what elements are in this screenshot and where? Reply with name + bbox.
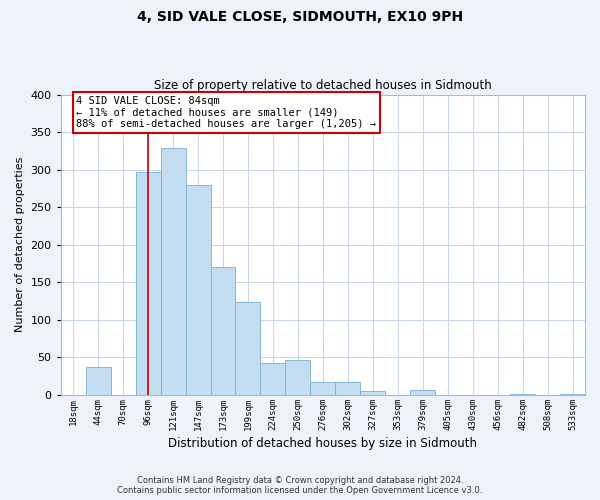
Y-axis label: Number of detached properties: Number of detached properties xyxy=(15,157,25,332)
Text: Contains HM Land Registry data © Crown copyright and database right 2024.
Contai: Contains HM Land Registry data © Crown c… xyxy=(118,476,482,495)
Bar xyxy=(560,394,585,395)
Title: Size of property relative to detached houses in Sidmouth: Size of property relative to detached ho… xyxy=(154,79,492,92)
Text: 4 SID VALE CLOSE: 84sqm
← 11% of detached houses are smaller (149)
88% of semi-d: 4 SID VALE CLOSE: 84sqm ← 11% of detache… xyxy=(76,96,376,130)
Bar xyxy=(510,394,535,395)
Bar xyxy=(235,302,260,395)
Bar xyxy=(310,382,335,395)
Bar xyxy=(335,382,361,395)
Bar xyxy=(211,268,235,395)
Bar xyxy=(410,390,435,395)
Bar xyxy=(86,367,110,395)
Bar xyxy=(361,392,385,395)
Text: 4, SID VALE CLOSE, SIDMOUTH, EX10 9PH: 4, SID VALE CLOSE, SIDMOUTH, EX10 9PH xyxy=(137,10,463,24)
Bar xyxy=(260,364,286,395)
Bar xyxy=(286,360,310,395)
X-axis label: Distribution of detached houses by size in Sidmouth: Distribution of detached houses by size … xyxy=(169,437,478,450)
Bar xyxy=(185,184,211,395)
Bar xyxy=(136,172,161,395)
Bar xyxy=(161,148,185,395)
